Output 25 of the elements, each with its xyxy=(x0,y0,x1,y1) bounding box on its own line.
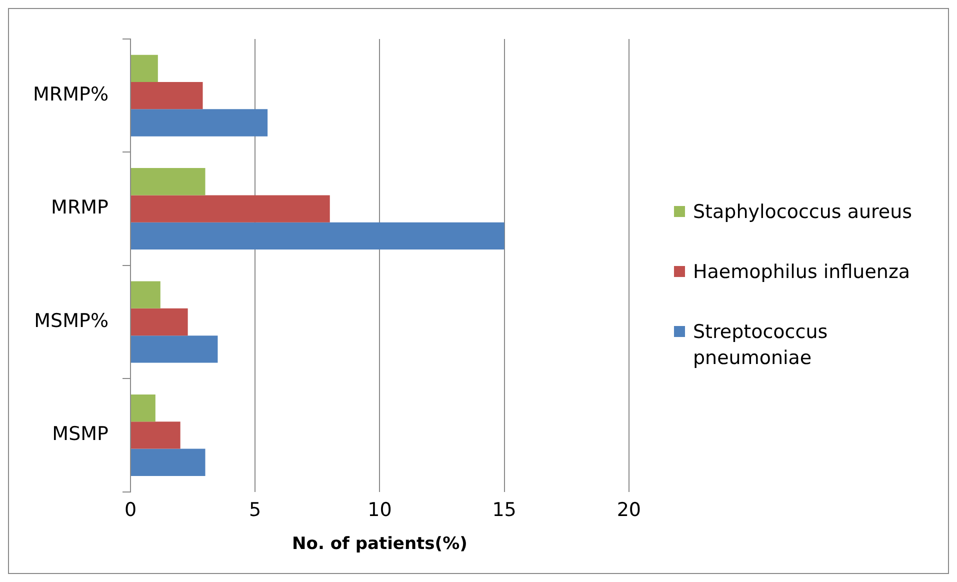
bar xyxy=(131,394,156,422)
y-tick-label: MSMP xyxy=(52,423,108,446)
bar xyxy=(131,109,268,136)
bar xyxy=(131,54,158,82)
y-tick-label: MRMP% xyxy=(33,84,108,106)
bar xyxy=(131,422,180,449)
x-axis-title: No. of patients(%) xyxy=(292,534,468,554)
x-tick-label: 15 xyxy=(492,499,516,522)
bar xyxy=(131,281,160,308)
y-tick-label: MRMP xyxy=(51,196,108,219)
bar xyxy=(131,82,203,110)
x-tick-label: 5 xyxy=(249,499,262,522)
bar xyxy=(131,168,206,196)
bar xyxy=(131,222,504,250)
bar xyxy=(131,195,330,222)
x-tick-label: 10 xyxy=(368,499,392,522)
bar xyxy=(131,448,206,476)
bar xyxy=(131,308,188,336)
y-tick-label: MSMP% xyxy=(34,310,108,332)
legend-label: Staphylococcus aureus xyxy=(693,200,912,225)
x-tick-label: 20 xyxy=(616,499,642,522)
x-tick-label: 0 xyxy=(124,499,137,522)
bar xyxy=(131,336,218,363)
legend-label: Haemophilus influenza xyxy=(693,260,910,285)
legend-label: Streptococcus pneumoniae xyxy=(693,320,829,371)
